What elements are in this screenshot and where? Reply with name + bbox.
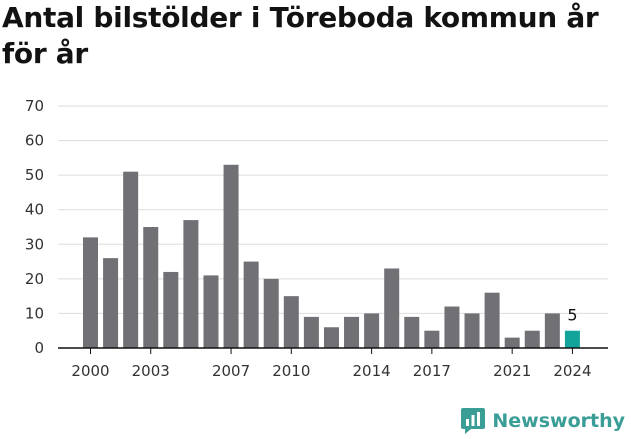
x-tick-label: 2021 (493, 362, 531, 380)
bar (524, 330, 540, 348)
x-tick-label: 2000 (71, 362, 109, 380)
x-tick-label: 2010 (272, 362, 310, 380)
bar (303, 316, 319, 348)
bar (404, 316, 420, 348)
bar (364, 313, 380, 348)
chart-title: Antal bilstölder i Töreboda kommun år fö… (2, 1, 599, 70)
bar (223, 164, 239, 348)
bar-value-label: 5 (567, 306, 577, 325)
y-tick-label: 30 (25, 235, 44, 253)
y-tick-label: 60 (25, 132, 44, 150)
bar (424, 330, 440, 348)
x-tick-label: 2024 (553, 362, 591, 380)
newsworthy-logo: Newsworthy (460, 407, 625, 435)
y-tick-label: 10 (25, 304, 44, 322)
bar (263, 278, 279, 348)
bar (203, 275, 219, 348)
y-tick-label: 50 (25, 166, 44, 184)
bar (103, 258, 119, 348)
bar (544, 313, 560, 348)
x-tick-label: 2014 (353, 362, 391, 380)
newsworthy-chart-bubble-icon (461, 408, 486, 434)
x-tick-label: 2017 (413, 362, 451, 380)
bar (504, 337, 520, 348)
bar (384, 268, 400, 348)
bar (344, 316, 360, 348)
bar (183, 220, 199, 348)
x-tick-label: 2003 (132, 362, 170, 380)
y-tick-label: 40 (25, 201, 44, 219)
bar (283, 296, 299, 348)
bar (323, 327, 339, 348)
bar (564, 330, 580, 348)
bar (163, 271, 179, 348)
bar (143, 227, 159, 348)
y-tick-label: 70 (25, 97, 44, 115)
newsworthy-brand-name: Newsworthy (492, 410, 625, 432)
bar (444, 306, 460, 348)
bar (464, 313, 480, 348)
bar (123, 171, 139, 348)
bar (83, 237, 98, 348)
bar (243, 261, 259, 348)
y-tick-label: 20 (25, 270, 44, 288)
y-tick-label: 0 (34, 339, 44, 357)
bar (484, 292, 500, 348)
x-tick-label: 2007 (212, 362, 250, 380)
